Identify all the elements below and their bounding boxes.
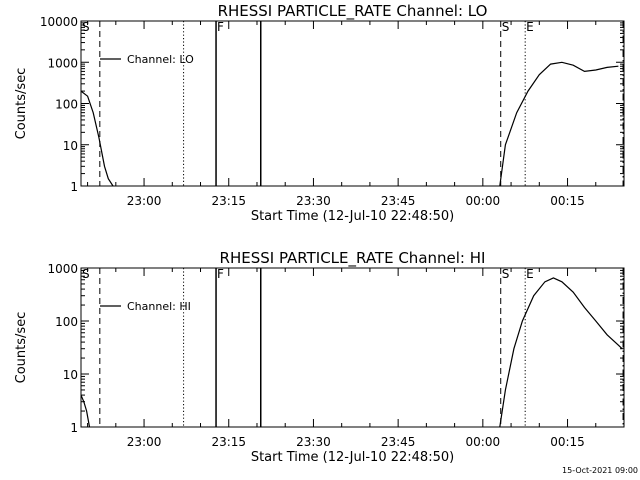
time-marker-label: S bbox=[82, 20, 90, 34]
legend-label: Channel: LO bbox=[127, 53, 194, 66]
x-tick-label: 23:00 bbox=[127, 194, 162, 208]
time-marker-label: E bbox=[526, 267, 534, 281]
x-tick-label: 00:00 bbox=[466, 435, 501, 449]
chart-title: RHESSI PARTICLE_RATE Channel: HI bbox=[220, 249, 486, 268]
x-tick-label: 23:00 bbox=[127, 435, 162, 449]
y-tick-label: 100 bbox=[55, 98, 78, 112]
x-axis-label: Start Time (12-Jul-10 22:48:50) bbox=[251, 450, 454, 465]
x-tick-label: 23:15 bbox=[211, 194, 246, 208]
data-series-line bbox=[81, 394, 91, 427]
x-tick-label: 23:30 bbox=[296, 435, 331, 449]
plot-frame bbox=[80, 20, 625, 187]
legend-label: Channel: HI bbox=[127, 300, 191, 313]
y-tick-label: 1 bbox=[70, 180, 78, 194]
y-tick-label: 1 bbox=[70, 421, 78, 435]
x-tick-label: 00:15 bbox=[550, 194, 585, 208]
time-marker-label: F bbox=[217, 267, 224, 281]
x-axis-label: Start Time (12-Jul-10 22:48:50) bbox=[251, 209, 454, 224]
x-tick-label: 23:45 bbox=[381, 194, 416, 208]
y-tick-label: 10 bbox=[63, 368, 78, 382]
x-tick-label: 00:00 bbox=[466, 194, 501, 208]
y-axis-label: Counts/sec bbox=[14, 68, 29, 140]
time-marker-label: S bbox=[502, 20, 510, 34]
footer-timestamp: 15-Oct-2021 09:00 bbox=[562, 466, 638, 475]
x-tick-label: 23:15 bbox=[211, 435, 246, 449]
x-tick-label: 00:15 bbox=[550, 435, 585, 449]
time-marker-label: F bbox=[217, 20, 224, 34]
y-tick-label: 10 bbox=[63, 139, 78, 153]
x-tick-label: 23:30 bbox=[296, 194, 331, 208]
time-marker-label: S bbox=[502, 267, 510, 281]
data-series-line bbox=[499, 277, 623, 427]
y-tick-label: 10000 bbox=[40, 15, 78, 29]
y-tick-label: 1000 bbox=[47, 56, 78, 70]
y-axis-label: Counts/sec bbox=[14, 312, 29, 384]
data-series-line bbox=[499, 61, 619, 186]
plot-frame bbox=[80, 267, 625, 428]
x-tick-label: 23:45 bbox=[381, 435, 416, 449]
time-marker-label: S bbox=[82, 267, 90, 281]
chart-title: RHESSI PARTICLE_RATE Channel: LO bbox=[218, 2, 488, 21]
data-series-line bbox=[81, 90, 114, 186]
time-marker-label: E bbox=[526, 20, 534, 34]
y-tick-label: 1000 bbox=[47, 262, 78, 276]
y-tick-label: 100 bbox=[55, 315, 78, 329]
